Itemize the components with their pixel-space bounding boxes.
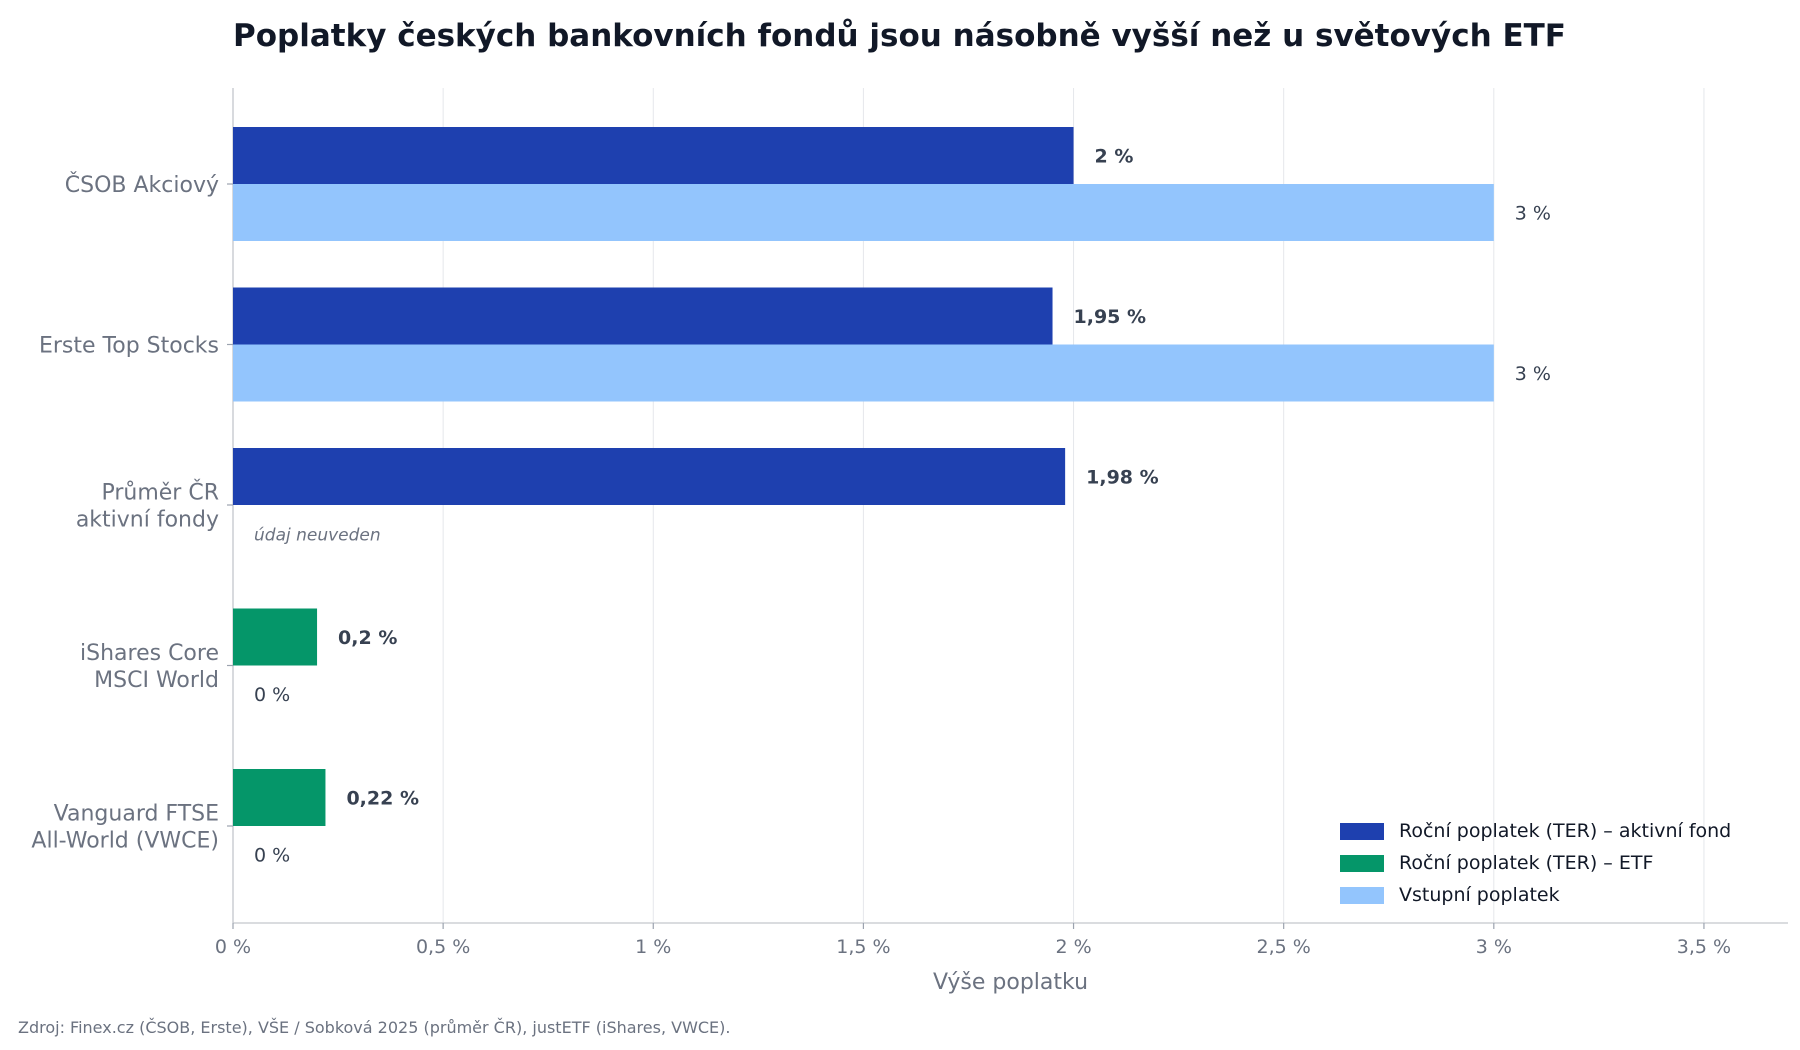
bar-entry [233,184,1494,241]
bar-entry-label: 3 % [1515,363,1551,385]
chart-title: Poplatky českých bankovních fondů jsou n… [233,18,1566,54]
x-tick-label: 0 % [215,936,251,958]
legend-label-entry-fee: Vstupní poplatek [1399,884,1560,906]
bar-ter-label: 1,98 % [1086,467,1159,489]
legend-swatch-entry-fee [1340,886,1384,904]
bar-ter-label: 0,22 % [346,788,419,810]
legend-swatch-active-ter [1340,822,1384,840]
y-category-label: Vanguard FTSE All-World (VWCE) [31,802,219,854]
y-category-label: Erste Top Stocks [39,334,219,359]
x-axis-title: Výše poplatku [933,970,1088,995]
legend-item-etf-ter: Roční poplatek (TER) – ETF [1340,847,1731,879]
x-tick-label: 2,5 % [1257,936,1311,958]
source-note: Zdroj: Finex.cz (ČSOB, Erste), VŠE / Sob… [18,1018,731,1037]
bar-ter [233,608,318,666]
legend-label-active-ter: Roční poplatek (TER) – aktivní fond [1399,820,1732,842]
legend-label-etf-ter: Roční poplatek (TER) – ETF [1399,852,1654,874]
y-category-label: iShares Core MSCI World [80,641,219,693]
legend-swatch-etf-ter [1340,854,1384,872]
chart-legend: Roční poplatek (TER) – aktivní fond Ročn… [1340,815,1731,911]
x-tick-label: 2 % [1055,936,1091,958]
x-tick-label: 1 % [635,936,671,958]
x-tick-label: 3,5 % [1677,936,1731,958]
x-tick-label: 3 % [1476,936,1512,958]
legend-item-active-ter: Roční poplatek (TER) – aktivní fond [1340,815,1731,847]
bar-ter [233,448,1066,505]
y-category-label: Průměr ČR aktivní fondy [76,480,219,533]
legend-item-entry-fee: Vstupní poplatek [1340,879,1731,911]
y-category-label: ČSOB Akciový [65,172,219,198]
bar-entry [233,344,1494,402]
bar-ter [233,127,1074,184]
bar-ter-label: 0,2 % [338,627,397,649]
bar-entry-label: 3 % [1515,203,1551,225]
bar-entry-label: 0 % [254,684,290,706]
bar-ter-label: 2 % [1095,146,1134,168]
bar-entry-label: 0 % [254,845,290,867]
x-tick-label: 0,5 % [416,936,470,958]
bar-entry-label: údaj neuveden [254,526,381,546]
bar-ter-label: 1,95 % [1074,306,1147,328]
bar-ter [233,287,1053,345]
bar-ter [233,769,326,826]
x-tick-label: 1,5 % [836,936,890,958]
